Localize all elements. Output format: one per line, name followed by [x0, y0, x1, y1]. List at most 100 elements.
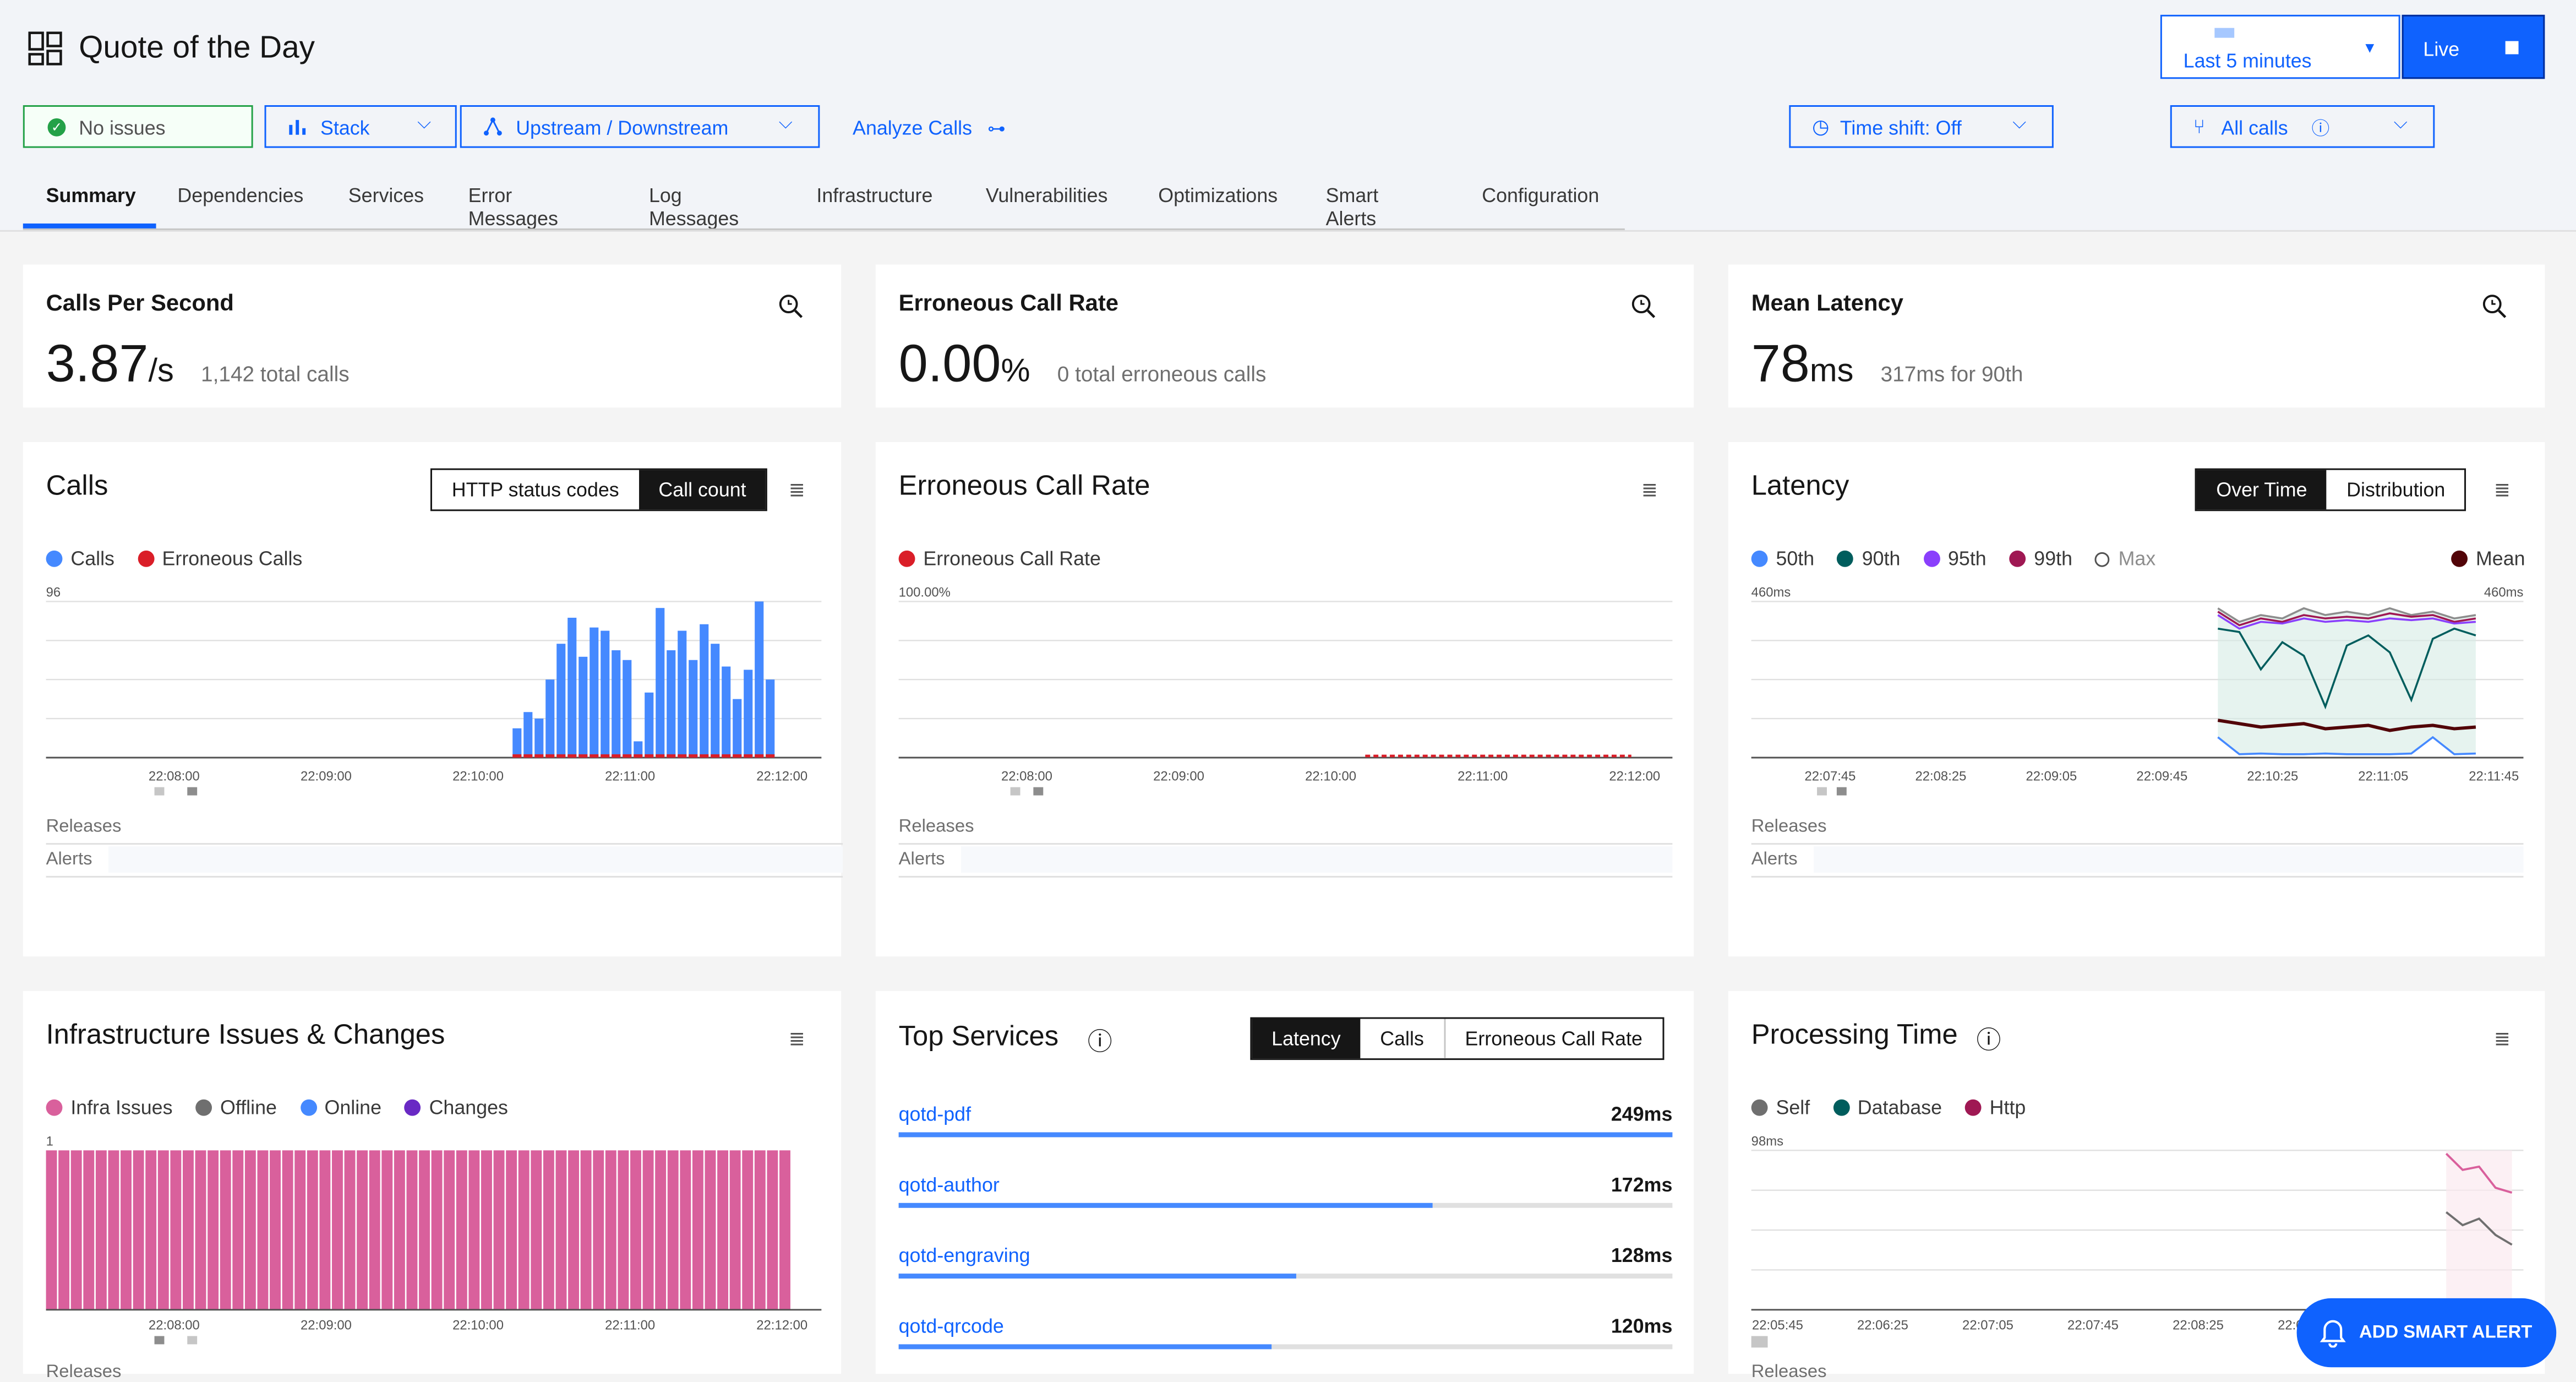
time-range-select[interactable]: Last 5 minutes ▼: [2160, 14, 2400, 79]
panel-title: Erroneous Call Rate: [898, 470, 1150, 502]
legend-item[interactable]: Http: [1964, 1096, 2026, 1119]
legend-item[interactable]: Mean: [2451, 547, 2525, 570]
tab-log-messages[interactable]: Log Messages: [648, 184, 739, 230]
tab-services[interactable]: Services: [348, 184, 424, 208]
legend-item[interactable]: Infra Issues: [46, 1096, 173, 1119]
x-tick-label: 22:11:00: [1458, 769, 1508, 784]
live-button[interactable]: Live: [2402, 14, 2545, 79]
legend-item[interactable]: Calls: [46, 547, 114, 570]
bar: [182, 1150, 194, 1310]
zoom-history-icon[interactable]: [1630, 292, 1656, 319]
x-tick-label: 22:10:00: [1305, 769, 1356, 784]
x-tick-label: 22:12:00: [756, 769, 807, 784]
list-item[interactable]: qotd-engraving 128ms: [898, 1244, 1673, 1293]
x-tick-label: 22:11:00: [605, 1318, 655, 1333]
status-badge[interactable]: ✓ No issues: [23, 105, 253, 148]
menu-icon[interactable]: ≣: [788, 1027, 805, 1051]
alerts-track: [1814, 846, 2524, 873]
x-tick-label: 22:07:45: [2067, 1318, 2119, 1333]
all-calls-dropdown[interactable]: ⑂ All calls ⓘ ⌵: [2170, 105, 2435, 148]
add-smart-alert-button[interactable]: ADD SMART ALERT: [2296, 1298, 2557, 1368]
zoom-history-icon[interactable]: [2481, 292, 2507, 319]
kpi-title: Erroneous Call Rate: [898, 289, 1119, 316]
legend-item[interactable]: Self: [1751, 1096, 1810, 1119]
legend-item[interactable]: Erroneous Call Rate: [898, 547, 1101, 570]
legend-item[interactable]: 95th: [1923, 547, 1986, 570]
bar: [645, 692, 654, 758]
page-header: Quote of the Day Last 5 minutes ▼ Live ✓…: [0, 0, 2576, 232]
x-tick-label: 22:09:05: [2026, 769, 2077, 784]
upstream-downstream-dropdown[interactable]: Upstream / Downstream ⌵: [460, 105, 820, 148]
bar: [556, 644, 566, 758]
service-name[interactable]: qotd-engraving: [898, 1244, 1030, 1267]
releases-label: Releases: [1751, 817, 1827, 837]
legend-item[interactable]: 99th: [2009, 547, 2073, 570]
tab-smart-alerts[interactable]: Smart Alerts: [1325, 184, 1379, 230]
seg-distribution[interactable]: Distribution: [2346, 478, 2446, 502]
menu-icon[interactable]: ≣: [2493, 1027, 2510, 1051]
service-latency: 249ms: [1611, 1102, 1673, 1126]
seg-over-time[interactable]: Over Time: [2196, 470, 2327, 510]
legend-label: 99th: [2034, 547, 2073, 570]
tab-error-messages[interactable]: Error Messages: [468, 184, 558, 230]
tab-optimizations[interactable]: Optimizations: [1158, 184, 1278, 208]
menu-icon[interactable]: ≣: [1641, 478, 1658, 502]
seg-http-status-codes[interactable]: HTTP status codes: [451, 478, 619, 502]
time-shift-dropdown[interactable]: ◷ Time shift: Off ⌵: [1789, 105, 2054, 148]
service-name[interactable]: qotd-author: [898, 1173, 1000, 1196]
stack-label: Stack: [320, 116, 370, 140]
zoom-history-icon[interactable]: [777, 292, 804, 319]
menu-icon[interactable]: ≣: [2493, 478, 2510, 502]
info-icon[interactable]: ⓘ: [1087, 1029, 1112, 1057]
analyze-calls-link[interactable]: Analyze Calls ⊶: [853, 117, 1006, 140]
info-icon[interactable]: ⓘ: [1976, 1027, 2001, 1055]
tab-vulnerabilities[interactable]: Vulnerabilities: [985, 184, 1108, 208]
tab-dependencies[interactable]: Dependencies: [177, 184, 304, 208]
time-range-label: Last 5 minutes: [2183, 49, 2312, 73]
list-item[interactable]: qotd-pdf 249ms: [898, 1102, 1673, 1152]
seg-calls[interactable]: Calls: [1360, 1019, 1445, 1059]
service-name[interactable]: qotd-qrcode: [898, 1314, 1004, 1338]
list-item[interactable]: qotd-qrcode 120ms: [898, 1314, 1673, 1364]
bar: [767, 1150, 778, 1310]
kpi-sub: 1,142 total calls: [201, 361, 350, 387]
releases-label: Releases: [1751, 1362, 1827, 1382]
legend-item[interactable]: 90th: [1837, 547, 1900, 570]
menu-icon[interactable]: ≣: [788, 478, 805, 502]
bar: [58, 1150, 70, 1310]
legend-item[interactable]: Changes: [404, 1096, 508, 1119]
tab-divider: [23, 228, 1625, 230]
tab-configuration[interactable]: Configuration: [1482, 184, 1600, 208]
service-name[interactable]: qotd-pdf: [898, 1102, 972, 1126]
x-tick-label: 22:09:45: [2136, 769, 2187, 784]
stack-dropdown[interactable]: Stack ⌵: [264, 105, 457, 148]
legend-swatch: [1837, 550, 1854, 567]
bar: [145, 1150, 157, 1310]
legend-item[interactable]: Offline: [195, 1096, 277, 1119]
error-bar: [545, 754, 555, 758]
tab-summary[interactable]: Summary: [46, 184, 136, 208]
seg-erroneous-call-rate[interactable]: Erroneous Call Rate: [1465, 1027, 1643, 1051]
chevron-down-icon: ⌵: [2012, 113, 2027, 133]
seg-latency[interactable]: Latency: [1252, 1019, 1361, 1059]
bar-chart-icon: [289, 119, 306, 135]
list-item[interactable]: qotd-author 172ms: [898, 1173, 1673, 1223]
legend-item[interactable]: 50th: [1751, 547, 1814, 570]
legend-swatch: [898, 550, 915, 567]
legend-item[interactable]: Database: [1832, 1096, 1942, 1119]
legend-item[interactable]: Max: [2095, 547, 2155, 570]
bar: [667, 1150, 679, 1310]
x-tick-label: 22:10:00: [452, 1318, 504, 1333]
legend-item[interactable]: Online: [299, 1096, 381, 1119]
legend-item[interactable]: Erroneous Calls: [137, 547, 302, 570]
bar: [170, 1150, 182, 1310]
bar: [667, 650, 676, 758]
bar: [121, 1150, 132, 1310]
tab-infrastructure[interactable]: Infrastructure: [816, 184, 933, 208]
kpi-unit: ms: [1809, 353, 1854, 390]
x-tick-label: 22:07:05: [1962, 1318, 2013, 1333]
divider: [898, 843, 1673, 845]
legend-label: Mean: [2475, 547, 2525, 570]
legend-swatch: [2451, 550, 2468, 567]
seg-call-count[interactable]: Call count: [638, 470, 766, 510]
